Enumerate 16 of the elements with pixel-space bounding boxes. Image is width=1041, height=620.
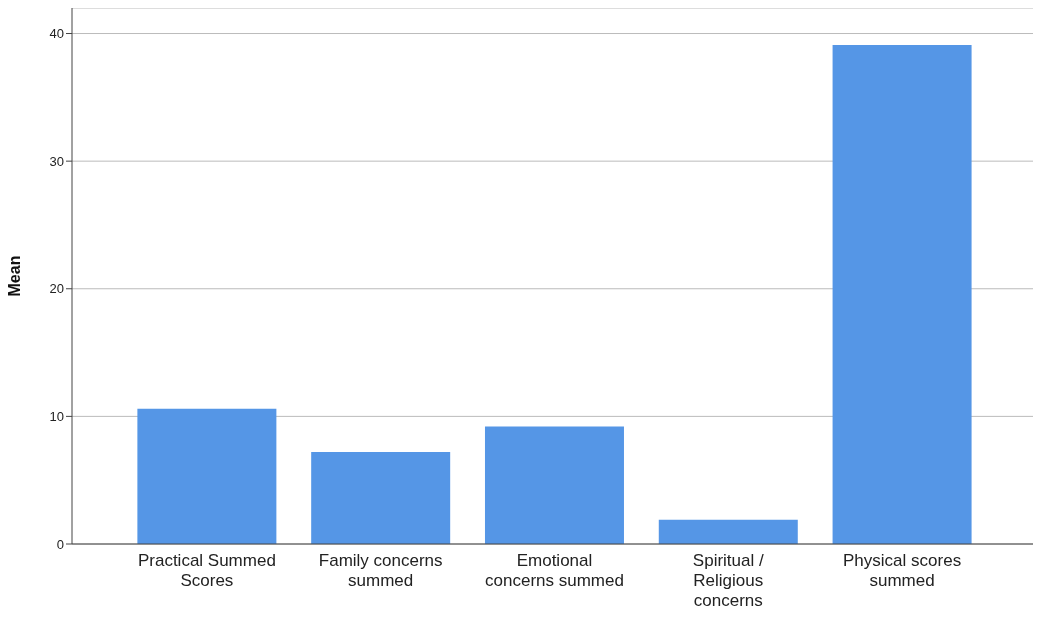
y-axis-title: Mean [5,255,23,297]
x-tick-label: Physical scores summed [843,551,962,590]
y-tick-label: 0 [56,536,64,552]
bar [311,452,451,544]
x-tick-label: Spiritual / Religious concerns [692,551,764,610]
bar [137,408,277,544]
bar [832,45,972,544]
bar [484,426,624,544]
y-tick-label: 10 [49,409,64,424]
bar [658,519,798,544]
y-tick-label: 30 [49,153,64,169]
y-tick-label: 40 [49,26,64,42]
y-tick-label: 20 [49,281,64,297]
x-tick-label: Emotional concerns summed [485,551,624,590]
x-tick-label: Family concerns summed [318,551,443,590]
x-tick-label: Practical Summed Scores [137,551,276,590]
